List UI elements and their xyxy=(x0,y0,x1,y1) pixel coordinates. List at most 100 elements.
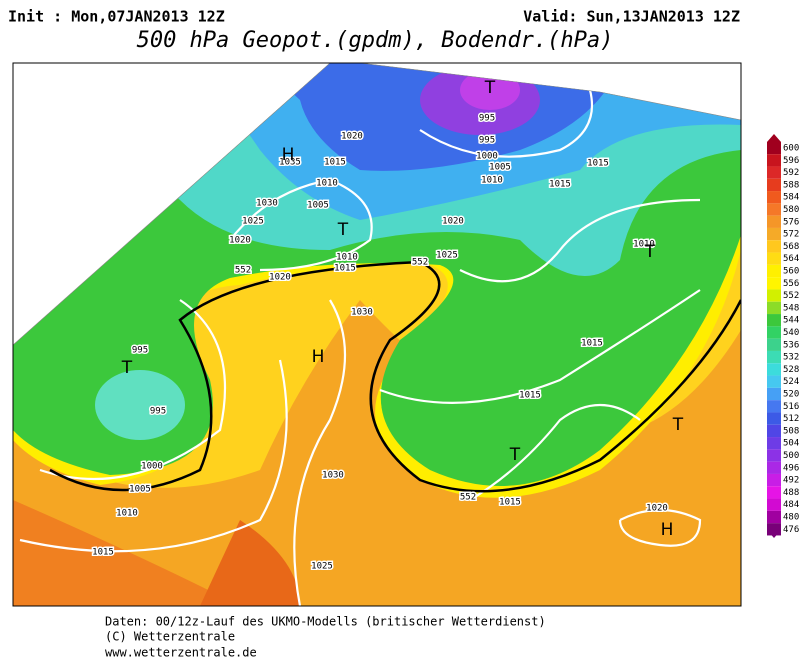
contour-label: 1000 xyxy=(476,152,498,162)
colorbar-label: 548 xyxy=(783,303,799,313)
map-fields xyxy=(13,63,741,606)
contour-label: 1020 xyxy=(229,236,251,246)
pressure-center: T xyxy=(121,358,133,378)
colorbar-label: 580 xyxy=(783,205,799,215)
color-swatch xyxy=(767,215,781,228)
colorbar-label: 596 xyxy=(783,156,799,166)
color-swatch xyxy=(767,350,781,364)
color-swatch xyxy=(767,178,781,192)
contour-label: 1015 xyxy=(587,159,609,169)
color-swatch xyxy=(767,314,781,327)
contour-label: 552 xyxy=(412,258,428,268)
color-swatch xyxy=(767,424,781,438)
contour-label: 1015 xyxy=(324,158,346,168)
color-swatch xyxy=(767,461,781,474)
color-swatch xyxy=(767,375,781,388)
color-swatch xyxy=(767,227,781,241)
contour-label: 1005 xyxy=(489,163,511,173)
colorbar-label: 540 xyxy=(783,328,799,338)
color-swatch xyxy=(767,203,781,216)
colorbar-label: 508 xyxy=(783,426,799,436)
color-swatch xyxy=(767,141,781,155)
contour-label: 1025 xyxy=(311,562,333,572)
colorbar-label: 516 xyxy=(783,402,799,412)
pressure-center: T xyxy=(644,242,656,262)
colorbar-label: 564 xyxy=(783,254,799,264)
contour-label: 1010 xyxy=(116,509,138,519)
pressure-center: H xyxy=(282,145,295,165)
contour-label: 1010 xyxy=(316,179,338,189)
contour-label: 1020 xyxy=(646,504,668,514)
color-swatch xyxy=(767,449,781,462)
color-swatch xyxy=(767,473,781,487)
color-swatch xyxy=(767,289,781,302)
contour-label: 1005 xyxy=(129,485,151,495)
colorbar-label: 568 xyxy=(783,242,799,252)
colorbar-label: 512 xyxy=(783,414,799,424)
contour-label: 1015 xyxy=(334,264,356,274)
contour-label: 1035 xyxy=(279,158,301,168)
pressure-center: T xyxy=(484,78,496,98)
colorbar-label: 544 xyxy=(783,316,799,326)
contour-label: 995 xyxy=(479,114,495,124)
color-swatch xyxy=(767,154,781,167)
colorbar-label: 536 xyxy=(783,340,799,350)
contour-label: 1010 xyxy=(336,253,358,263)
colorbar-label: 532 xyxy=(783,353,799,363)
contour-label: 1020 xyxy=(269,273,291,283)
color-swatch xyxy=(767,166,781,179)
contour-label: 1015 xyxy=(92,548,114,558)
color-swatch xyxy=(767,412,781,425)
pressure-center: H xyxy=(661,520,674,540)
colorbar-label: 560 xyxy=(783,267,799,277)
colorbar-label: 476 xyxy=(783,525,799,535)
colorbar-label: 584 xyxy=(783,193,799,203)
color-swatch xyxy=(767,240,781,253)
contour-label: 1025 xyxy=(242,217,264,227)
contour-label: 1020 xyxy=(341,132,363,142)
contour-label: 1030 xyxy=(256,199,278,209)
colorbar-label: 488 xyxy=(783,488,799,498)
contour-label: 1015 xyxy=(549,180,571,190)
colorbar-label: 576 xyxy=(783,217,799,227)
colorbar-label: 520 xyxy=(783,390,799,400)
init-time: Init : Mon,07JAN2013 12Z xyxy=(8,8,225,26)
colorbar-cap xyxy=(767,530,781,538)
contour-label: 995 xyxy=(132,346,148,356)
contour-label: 1030 xyxy=(322,471,344,481)
contour-label: 1030 xyxy=(351,308,373,318)
map-title: 500 hPa Geopot.(gpdm), Bodendr.(hPa) xyxy=(137,28,614,53)
pressure-center: T xyxy=(672,415,684,435)
color-swatch xyxy=(767,400,781,413)
colorbar: 600 596 592 588 584 580 576 572 568 564 560 556 552 5… xyxy=(767,134,799,538)
color-swatch xyxy=(767,510,781,524)
color-swatch xyxy=(767,264,781,278)
colorbar-label: 528 xyxy=(783,365,799,375)
color-swatch xyxy=(767,486,781,499)
footer-line: (C) Wetterzentrale xyxy=(105,630,235,644)
color-swatch xyxy=(767,338,781,351)
color-swatch xyxy=(767,363,781,376)
colorbar-label: 496 xyxy=(783,463,799,473)
contour-label: 552 xyxy=(235,266,251,276)
color-swatch xyxy=(767,277,781,290)
footer-line: Daten: 00/12z-Lauf des UKMO-Modells (bri… xyxy=(105,615,546,629)
colorbar-label: 480 xyxy=(783,513,799,523)
colorbar-label: 524 xyxy=(783,377,799,387)
color-swatch xyxy=(767,387,781,401)
color-swatch xyxy=(767,498,781,511)
valid-time: Valid: Sun,13JAN2013 12Z xyxy=(523,8,740,26)
color-swatch xyxy=(767,437,781,450)
contour-label: 1015 xyxy=(581,339,603,349)
contour-label: 995 xyxy=(479,136,495,146)
colorbar-label: 556 xyxy=(783,279,799,289)
contour-label: 1025 xyxy=(436,251,458,261)
color-swatch xyxy=(767,326,781,339)
contour-label: 1010 xyxy=(481,176,503,186)
color-swatch xyxy=(767,252,781,265)
pressure-center: T xyxy=(509,445,521,465)
colorbar-label: 592 xyxy=(783,168,799,178)
colorbar-label: 500 xyxy=(783,451,799,461)
